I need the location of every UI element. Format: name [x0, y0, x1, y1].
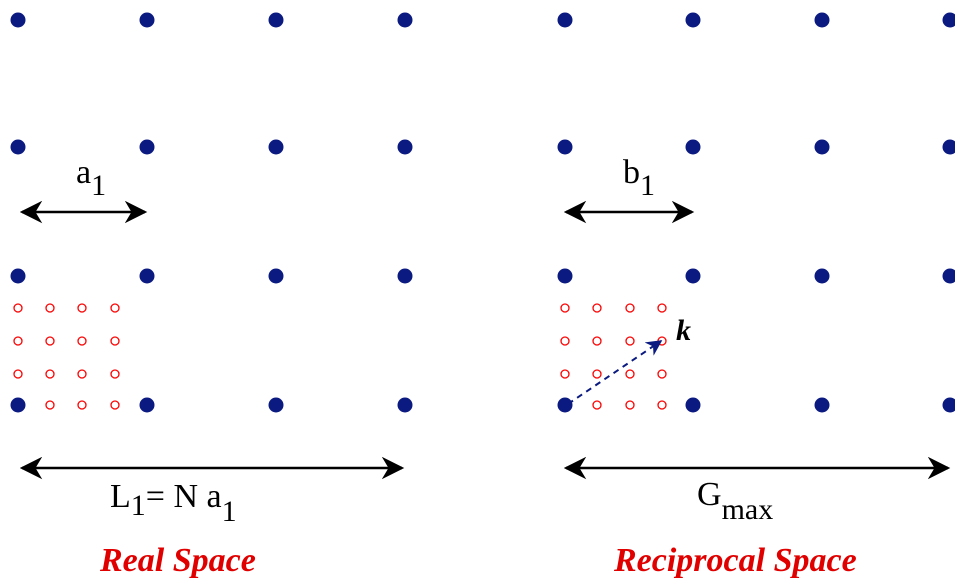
lattice-point: [397, 268, 413, 284]
grid-point: [625, 369, 635, 379]
grid-point: [657, 369, 667, 379]
lattice-point: [557, 12, 573, 28]
lattice-point: [10, 139, 26, 155]
grid-point: [592, 303, 602, 313]
lattice-point: [685, 397, 701, 413]
grid-point: [657, 336, 667, 346]
lattice-point: [268, 397, 284, 413]
grid-point: [110, 400, 120, 410]
k-vector: [567, 340, 663, 405]
grid-point: [560, 369, 570, 379]
lattice-point: [557, 139, 573, 155]
lattice-point: [10, 268, 26, 284]
grid-point: [13, 303, 23, 313]
lattice-point: [268, 12, 284, 28]
lattice-point: [139, 12, 155, 28]
grid-point: [110, 303, 120, 313]
grid-point: [45, 369, 55, 379]
lattice-point: [814, 268, 830, 284]
grid-point: [13, 336, 23, 346]
lattice-point: [10, 397, 26, 413]
lattice-point: [685, 268, 701, 284]
grid-point: [45, 303, 55, 313]
lattice-point: [814, 397, 830, 413]
grid-point: [110, 369, 120, 379]
grid-point: [592, 336, 602, 346]
b1-label: b1: [623, 154, 655, 202]
a1-label: a1: [76, 154, 106, 202]
lattice-point: [139, 268, 155, 284]
grid-point: [592, 369, 602, 379]
lattice-point: [397, 12, 413, 28]
k-label: k: [676, 314, 691, 347]
lattice-point: [942, 397, 955, 413]
L1-label: L1= N a1: [110, 478, 237, 528]
lattice-point: [685, 12, 701, 28]
lattice-point: [685, 139, 701, 155]
lattice-point: [397, 397, 413, 413]
grid-point: [77, 303, 87, 313]
lattice-point: [139, 397, 155, 413]
lattice-point: [10, 12, 26, 28]
grid-point: [657, 400, 667, 410]
lattice-point: [942, 268, 955, 284]
real-space-caption: Real Space: [99, 542, 256, 579]
lattice-point: [268, 139, 284, 155]
reciprocal-space-lattice: [557, 12, 955, 413]
lattice-point: [268, 268, 284, 284]
grid-point: [13, 369, 23, 379]
lattice-point: [814, 139, 830, 155]
grid-point: [560, 303, 570, 313]
lattice-point: [942, 139, 955, 155]
reciprocal-space-grid-points: [560, 303, 667, 410]
lattice-point: [814, 12, 830, 28]
grid-point: [77, 336, 87, 346]
grid-point: [625, 303, 635, 313]
Gmax-label: Gmax: [697, 476, 773, 526]
grid-point: [77, 369, 87, 379]
lattice-point: [557, 397, 573, 413]
lattice-point: [139, 139, 155, 155]
real-space-grid-points: [13, 303, 120, 410]
lattice-point: [942, 12, 955, 28]
grid-point: [110, 336, 120, 346]
lattice-point: [557, 268, 573, 284]
grid-point: [625, 336, 635, 346]
grid-point: [45, 400, 55, 410]
grid-point: [560, 336, 570, 346]
lattice-point: [397, 139, 413, 155]
grid-point: [45, 336, 55, 346]
real-space-lattice: [10, 12, 413, 413]
grid-point: [657, 303, 667, 313]
grid-point: [592, 400, 602, 410]
grid-point: [77, 400, 87, 410]
grid-point: [625, 400, 635, 410]
reciprocal-space-caption: Reciprocal Space: [613, 542, 857, 579]
